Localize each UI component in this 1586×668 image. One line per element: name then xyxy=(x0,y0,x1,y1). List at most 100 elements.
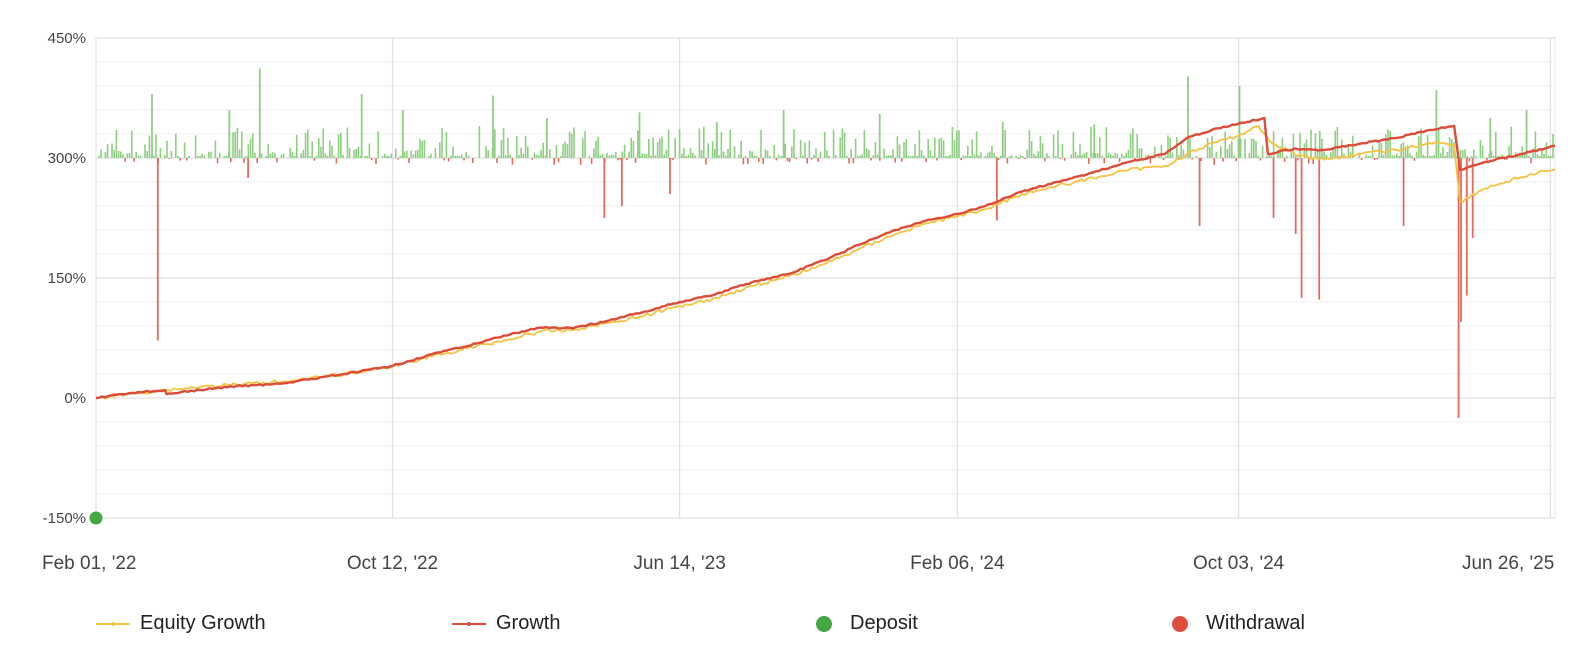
daily-bar-up xyxy=(219,152,221,158)
daily-bar-up xyxy=(1459,149,1462,158)
daily-bar-up xyxy=(1123,155,1125,158)
daily-bar-up xyxy=(601,153,604,158)
daily-bar-up xyxy=(1085,152,1088,158)
daily-bar-up xyxy=(1382,154,1385,158)
daily-bar-down xyxy=(276,158,278,163)
daily-bar-up xyxy=(876,154,879,158)
daily-bar-up xyxy=(533,152,536,158)
daily-bar-down xyxy=(313,158,316,161)
daily-bar-up xyxy=(868,149,870,158)
daily-bar-up xyxy=(137,155,140,158)
daily-bar-up xyxy=(1539,156,1541,158)
y-tick-label: 0% xyxy=(64,390,86,407)
daily-bar-up xyxy=(1464,149,1466,158)
daily-bar-down xyxy=(669,158,671,194)
daily-bar-up xyxy=(1521,146,1523,158)
daily-bar-up xyxy=(274,153,276,158)
daily-bar-down xyxy=(758,158,760,162)
legend-item-growth[interactable]: Growth xyxy=(452,612,560,635)
daily-bar-up xyxy=(461,154,463,158)
daily-bar-up xyxy=(661,136,663,158)
daily-bar-up xyxy=(663,154,665,158)
daily-bar-up xyxy=(146,151,148,158)
daily-bar-up xyxy=(1094,153,1097,158)
daily-bar-up xyxy=(641,153,643,158)
daily-bar-up xyxy=(753,155,756,158)
daily-bar-up xyxy=(1110,154,1112,158)
daily-bar-up xyxy=(465,152,467,158)
daily-bar-up xyxy=(683,148,685,158)
legend-item-deposit[interactable]: Deposit xyxy=(816,612,918,635)
daily-bar-up xyxy=(1481,145,1484,158)
daily-bar-down xyxy=(1006,158,1009,164)
daily-bar-up xyxy=(516,136,518,158)
daily-bar-up xyxy=(467,155,470,158)
daily-bar-up xyxy=(296,135,298,158)
daily-bar-up xyxy=(452,146,454,158)
daily-bar-up xyxy=(135,152,137,158)
daily-bar-up xyxy=(940,137,943,158)
daily-bar-down xyxy=(1308,158,1310,164)
daily-bar-up xyxy=(492,95,494,158)
daily-bar-up xyxy=(1316,151,1319,158)
daily-bar-up xyxy=(166,140,168,158)
daily-bar-up xyxy=(1105,127,1108,158)
daily-bar-up xyxy=(1099,137,1101,158)
daily-bar-up xyxy=(971,139,973,158)
daily-bar-up xyxy=(1448,137,1451,158)
daily-bar-up xyxy=(1299,132,1301,158)
equity-growth-swatch-icon xyxy=(96,621,130,626)
daily-bar-up xyxy=(1424,155,1427,158)
daily-bar-down xyxy=(936,158,938,161)
daily-bar-up xyxy=(1292,133,1295,158)
daily-bar-up xyxy=(300,153,302,158)
daily-bar-up xyxy=(628,151,630,158)
x-tick-label: Oct 03, '24 xyxy=(1193,553,1285,574)
daily-bar-up xyxy=(1158,155,1160,158)
daily-bar-up xyxy=(793,129,795,158)
daily-bar-up xyxy=(1112,155,1114,158)
daily-bar-down xyxy=(1376,158,1378,160)
daily-bar-up xyxy=(265,156,267,158)
daily-bar-up xyxy=(1332,148,1334,158)
daily-bar-up xyxy=(755,156,758,158)
daily-bar-down xyxy=(817,158,819,162)
daily-bar-up xyxy=(956,130,958,158)
daily-bar-up xyxy=(914,143,916,158)
daily-bar-up xyxy=(1347,145,1350,158)
daily-bar-down xyxy=(335,158,338,164)
legend-label-growth: Growth xyxy=(496,612,561,634)
daily-bar-up xyxy=(197,156,199,158)
daily-bar-up xyxy=(1319,130,1321,158)
daily-bar-up xyxy=(722,151,725,158)
daily-bar-up xyxy=(1072,131,1075,158)
daily-bar-up xyxy=(291,151,294,158)
legend-item-withdrawal[interactable]: Withdrawal xyxy=(1172,612,1305,635)
daily-bar-up xyxy=(1008,156,1011,158)
daily-bar-up xyxy=(155,134,157,158)
daily-bar-up xyxy=(1495,131,1497,158)
daily-bar-down xyxy=(1024,158,1026,159)
legend-label-deposit: Deposit xyxy=(850,612,918,634)
daily-bar-down xyxy=(472,158,474,163)
daily-bar-up xyxy=(1523,152,1526,158)
daily-bar-up xyxy=(1195,155,1198,158)
daily-bar-down xyxy=(133,158,135,162)
daily-bar-up xyxy=(909,156,912,158)
daily-bar-up xyxy=(650,155,652,158)
daily-bar-up xyxy=(194,135,197,158)
daily-bar-up xyxy=(1224,131,1226,158)
daily-bar-up xyxy=(659,138,661,158)
daily-bar-down xyxy=(496,158,498,163)
daily-bar-up xyxy=(643,154,646,158)
daily-bar-up xyxy=(434,148,437,158)
daily-bar-down xyxy=(1200,158,1202,161)
daily-bar-up xyxy=(399,155,401,158)
daily-bar-up xyxy=(1431,156,1433,158)
daily-bar-up xyxy=(815,148,817,158)
legend-item-equity-growth[interactable]: Equity Growth xyxy=(96,612,266,635)
daily-bar-up xyxy=(238,149,241,158)
daily-bar-up xyxy=(214,140,217,158)
daily-bar-up xyxy=(366,155,368,158)
daily-bar-up xyxy=(106,144,109,158)
